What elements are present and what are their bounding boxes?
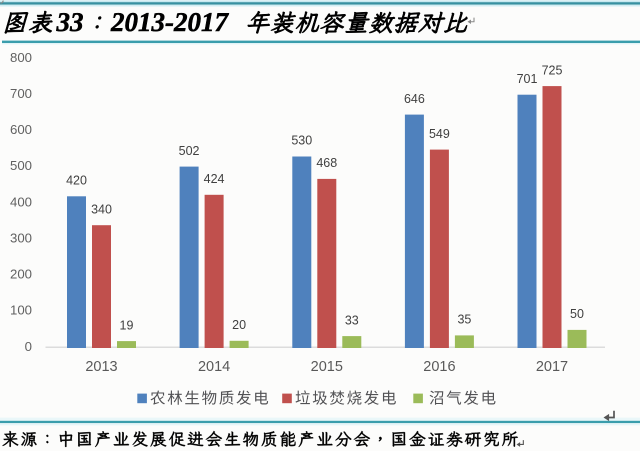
svg-text:500: 500 — [10, 158, 32, 173]
svg-text:2017: 2017 — [536, 359, 568, 375]
svg-text:0: 0 — [25, 339, 32, 354]
svg-text:646: 646 — [404, 92, 425, 106]
svg-text:468: 468 — [316, 156, 337, 170]
svg-text:33: 33 — [345, 313, 359, 327]
svg-text:2013: 2013 — [85, 359, 117, 375]
svg-text:100: 100 — [10, 303, 32, 318]
svg-text:600: 600 — [10, 122, 32, 137]
svg-text:2016: 2016 — [423, 359, 455, 375]
svg-text:549: 549 — [429, 127, 450, 141]
svg-text:19: 19 — [120, 318, 134, 332]
svg-text:2015: 2015 — [311, 359, 343, 375]
svg-text:50: 50 — [570, 307, 584, 321]
svg-text:530: 530 — [291, 134, 312, 148]
svg-text:340: 340 — [91, 202, 112, 216]
svg-text:701: 701 — [517, 72, 538, 86]
svg-text:502: 502 — [179, 144, 200, 158]
svg-text:420: 420 — [66, 174, 87, 188]
svg-text:2014: 2014 — [198, 359, 230, 375]
svg-text:700: 700 — [10, 86, 32, 101]
svg-text:300: 300 — [10, 230, 32, 245]
svg-text:20: 20 — [232, 318, 246, 332]
svg-text:35: 35 — [457, 313, 471, 327]
svg-text:424: 424 — [204, 172, 225, 186]
svg-text:200: 200 — [10, 267, 32, 282]
svg-text:725: 725 — [542, 63, 563, 77]
svg-text:800: 800 — [10, 50, 32, 65]
svg-text:400: 400 — [10, 194, 32, 209]
